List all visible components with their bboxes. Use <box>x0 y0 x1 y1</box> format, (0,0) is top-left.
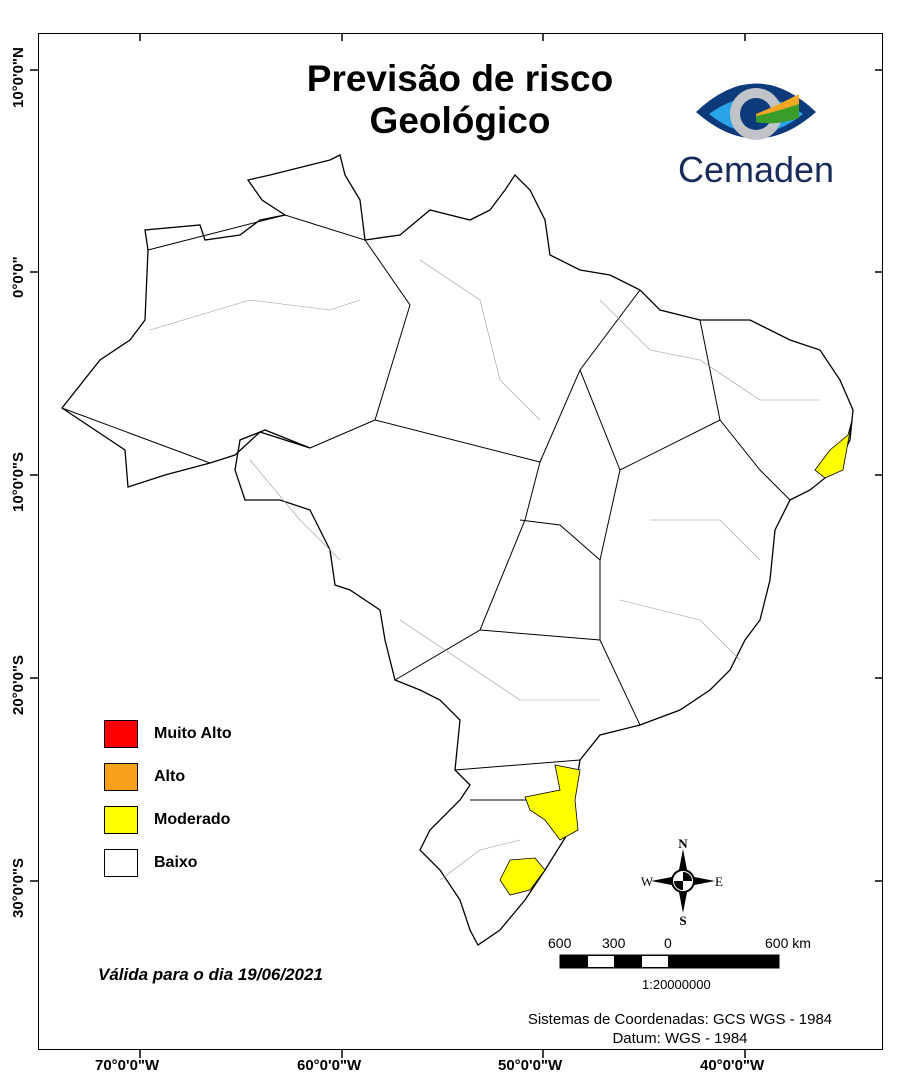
state-borders <box>61 214 791 801</box>
scale-label: 300 <box>602 935 626 951</box>
map-frame <box>38 33 883 1050</box>
lon-tick: 50°0'0"W <box>498 1057 563 1074</box>
scale-ratio: 1:20000000 <box>642 977 711 992</box>
cemaden-logo: Cemaden <box>676 70 836 191</box>
compass-e: E <box>715 874 723 889</box>
legend-item-muito-alto: Muito Alto <box>104 712 232 755</box>
lon-tick: 70°0'0"W <box>95 1057 160 1074</box>
risk-area-ne <box>814 419 853 479</box>
lat-tick: 10°0'0"S <box>10 451 27 512</box>
legend-item-alto: Alto <box>104 755 232 798</box>
legend-item-moderado: Moderado <box>104 798 232 841</box>
scale-label: 600 <box>548 935 572 951</box>
scale-label: 0 <box>664 935 672 951</box>
lat-tick: 0°0'0" <box>10 256 27 298</box>
risk-area-rs <box>499 857 546 896</box>
municipal-borders <box>149 259 820 881</box>
map-title: Previsão de risco Geológico <box>306 58 614 141</box>
risk-area-sc <box>524 764 581 841</box>
coordinate-info: Sistemas de Coordenadas: GCS WGS - 1984 … <box>527 1011 833 1047</box>
lat-tick: 10°0'0"N <box>10 47 27 108</box>
compass-w: W <box>641 874 654 889</box>
legend: Muito Alto Alto Moderado Baixo <box>104 712 232 884</box>
lat-tick: 30°0'0"S <box>10 857 27 918</box>
lat-tick: 20°0'0"S <box>10 654 27 715</box>
eye-logo-icon <box>696 83 816 140</box>
lon-tick: 40°0'0"W <box>700 1057 765 1074</box>
legend-item-baixo: Baixo <box>104 841 232 884</box>
scale-bar <box>559 954 780 969</box>
compass-s: S <box>679 913 686 928</box>
compass-rose-icon <box>651 849 715 913</box>
compass-n: N <box>678 836 688 851</box>
moderate-risk-areas <box>499 419 853 896</box>
brazil-outline <box>61 154 854 946</box>
scale-label: 600 km <box>765 935 811 951</box>
validity-date: Válida para o dia 19/06/2021 <box>98 965 323 984</box>
lon-tick: 60°0'0"W <box>297 1057 362 1074</box>
